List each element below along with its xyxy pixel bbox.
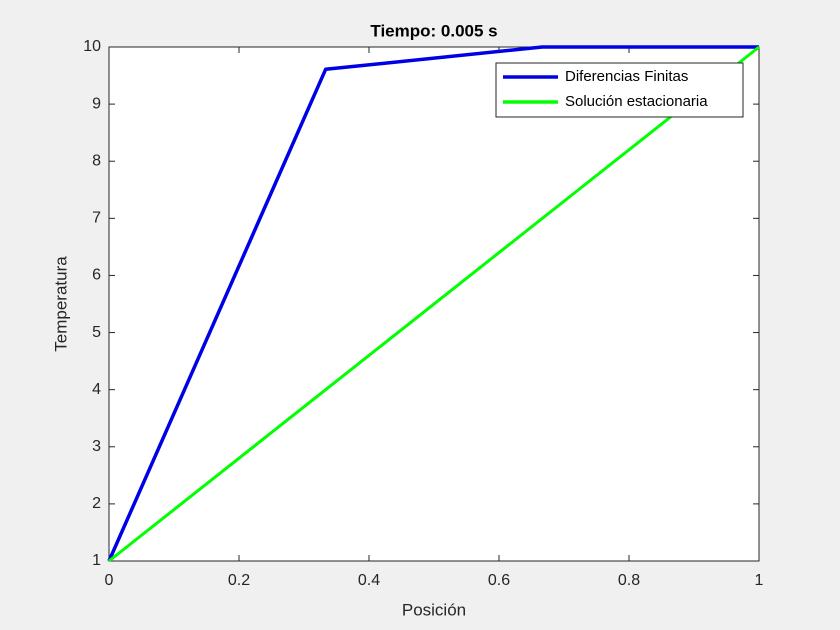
- legend-box: [495, 62, 744, 118]
- line: [107, 45, 759, 562]
- x-tick-label: 0.8: [618, 572, 640, 589]
- y-tick-label: 10: [83, 38, 101, 55]
- y-axis-label: Temperatura: [51, 256, 70, 352]
- y-tick-label: 6: [92, 267, 101, 284]
- legend-label: Diferencias Finitas: [565, 68, 688, 85]
- y-tick-label: 5: [92, 324, 101, 341]
- y-tick-label: 8: [92, 152, 101, 169]
- y-tick-label: 9: [92, 95, 101, 112]
- x-tick-label: 1: [755, 572, 764, 589]
- legend-label: Solución estacionaria: [565, 93, 708, 110]
- axes-box: [108, 46, 760, 562]
- y-tick-label: 7: [92, 210, 101, 227]
- line: [108, 45, 760, 563]
- y-tick-label: 4: [92, 381, 101, 398]
- y-tick-label: 1: [92, 552, 101, 569]
- x-tick-label: 0.4: [358, 572, 380, 589]
- x-tick-label: 0.2: [228, 572, 250, 589]
- chart-title: Tiempo: 0.005 s: [370, 21, 497, 40]
- y-tick-label: 2: [92, 495, 101, 512]
- x-tick-label: 0.6: [488, 572, 510, 589]
- x-axis-label: Posición: [402, 600, 466, 619]
- y-tick-label: 3: [92, 438, 101, 455]
- x-tick-label: 0: [105, 572, 114, 589]
